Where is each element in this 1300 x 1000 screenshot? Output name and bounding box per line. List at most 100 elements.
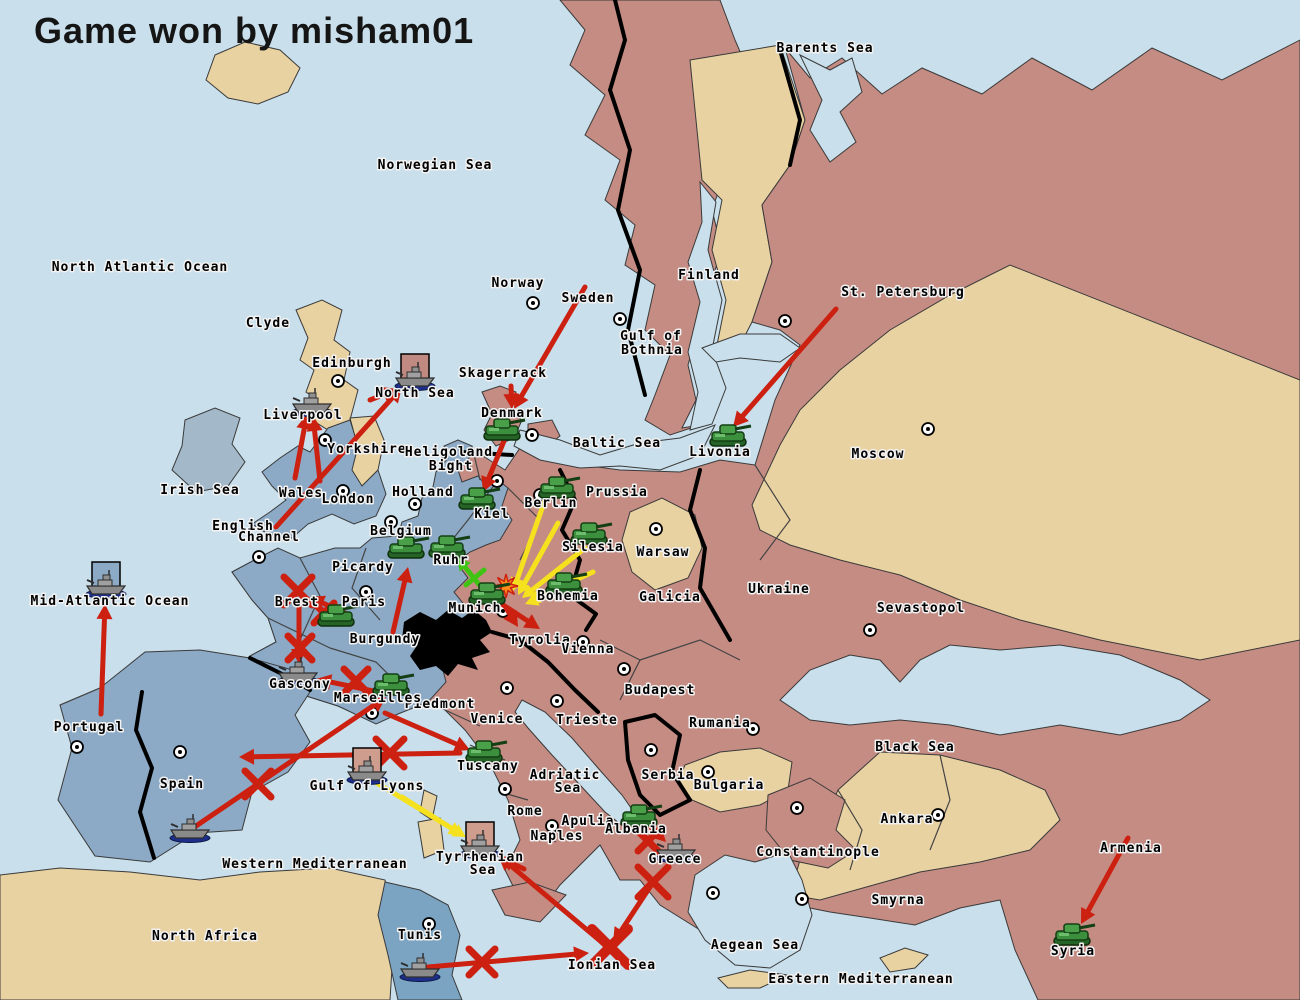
move-arrow-shaft bbox=[367, 391, 387, 403]
supply-center-dot bbox=[336, 484, 350, 498]
territory-label: Trieste bbox=[556, 713, 618, 728]
territory-label: Greece bbox=[649, 852, 702, 867]
territory-label: Constantinople bbox=[756, 845, 880, 860]
move-arrow-shaft bbox=[519, 284, 588, 399]
supply-center-core bbox=[800, 897, 804, 901]
move-arrow bbox=[292, 414, 313, 481]
territory-label: Barents Sea bbox=[776, 41, 873, 56]
supply-center-dot bbox=[644, 743, 658, 757]
x-stroke bbox=[634, 863, 672, 901]
supply-center-core bbox=[341, 489, 345, 493]
move-arrow-shaft bbox=[425, 951, 577, 970]
move-arrow-shaft bbox=[1085, 835, 1131, 914]
territory-label: Heligoland bbox=[405, 445, 493, 460]
border-serbia bbox=[623, 713, 692, 817]
boxed-fleet-unit[interactable] bbox=[394, 353, 436, 392]
territory-label: Naples bbox=[531, 829, 584, 844]
boxed-fleet-unit[interactable] bbox=[346, 747, 388, 786]
move-arrow-head bbox=[396, 567, 413, 584]
sea-black-sea bbox=[779, 644, 1211, 736]
territory-label: English bbox=[212, 519, 274, 534]
supply-center-dot bbox=[331, 374, 345, 388]
supply-center-core bbox=[413, 502, 417, 506]
border-austria-south bbox=[490, 630, 600, 714]
supply-center-dot bbox=[408, 497, 422, 511]
territory-label: Finland bbox=[678, 268, 740, 283]
move-arrow bbox=[306, 416, 323, 484]
supply-center-core bbox=[711, 891, 715, 895]
supply-center-dot bbox=[746, 722, 760, 736]
x-stroke bbox=[465, 945, 499, 979]
supply-center-core bbox=[706, 770, 710, 774]
supply-center-dot bbox=[526, 296, 540, 310]
island-crete bbox=[717, 969, 790, 989]
move-arrow-head bbox=[503, 393, 520, 409]
sea-adriatic bbox=[514, 699, 639, 831]
territory-label: Yorkshire bbox=[327, 442, 406, 457]
supply-center-core bbox=[495, 479, 499, 483]
move-arrow-head bbox=[523, 614, 540, 629]
territory-north-africa bbox=[0, 867, 396, 1000]
unit-layer bbox=[85, 353, 1097, 983]
territory-label: Edinburgh bbox=[312, 356, 391, 371]
supply-center-dot bbox=[921, 422, 935, 436]
move-arrow bbox=[1081, 835, 1131, 924]
supply-center-core bbox=[926, 427, 930, 431]
convoy-arrow-head bbox=[457, 557, 471, 572]
support-arrow-head bbox=[447, 822, 462, 835]
supply-center-dot bbox=[173, 745, 187, 759]
supply-center-core bbox=[364, 590, 368, 594]
move-arrow bbox=[382, 710, 470, 752]
support-arrow bbox=[399, 794, 462, 835]
move-arrow-head bbox=[381, 387, 398, 402]
territory-label: Tunis bbox=[398, 928, 442, 943]
supply-center-core bbox=[75, 745, 79, 749]
supply-center-dot bbox=[706, 886, 720, 900]
move-arrow-head bbox=[96, 604, 113, 620]
supply-center-core bbox=[389, 520, 393, 524]
territory-label: Rumania bbox=[689, 716, 751, 731]
move-arrow bbox=[503, 383, 520, 409]
supply-center-core bbox=[370, 711, 374, 715]
move-arrow bbox=[499, 856, 527, 872]
territory-label: North Sea bbox=[375, 386, 454, 401]
boxed-fleet-unit[interactable] bbox=[85, 561, 127, 600]
supply-center-dot bbox=[576, 635, 590, 649]
supply-center-core bbox=[618, 317, 622, 321]
supply-center-core bbox=[530, 433, 534, 437]
move-arrow-head bbox=[453, 736, 470, 752]
move-arrow-head bbox=[386, 387, 402, 404]
supply-center-core bbox=[868, 628, 872, 632]
territory-ireland bbox=[171, 407, 246, 493]
move-arrow-head bbox=[481, 475, 497, 492]
move-arrow bbox=[96, 604, 113, 717]
supply-center-core bbox=[257, 555, 261, 559]
territory-label: Silesia bbox=[562, 540, 624, 555]
territory-label: Budapest bbox=[625, 683, 696, 698]
territory-label: Bight bbox=[429, 459, 473, 474]
supply-center-dot bbox=[778, 314, 792, 328]
territory-label: Albania bbox=[605, 822, 667, 837]
territory-label: Skagerrack bbox=[459, 366, 547, 381]
move-arrow-shaft bbox=[510, 860, 527, 872]
border-turkey-internal bbox=[837, 754, 951, 871]
territory-label: Rome bbox=[507, 804, 542, 819]
border-spain-portugal bbox=[134, 690, 156, 860]
border-iberia-coast bbox=[59, 687, 101, 706]
move-arrow bbox=[503, 605, 518, 627]
supply-center-core bbox=[550, 824, 554, 828]
move-arrow-shaft bbox=[292, 426, 307, 481]
supply-center-core bbox=[783, 319, 787, 323]
territory-label: Gulf of bbox=[620, 329, 682, 344]
boxed-fleet-unit[interactable] bbox=[459, 821, 501, 860]
territory-label: Armenia bbox=[1100, 841, 1162, 856]
support-arrow-head bbox=[525, 592, 540, 606]
territory-label: Black Sea bbox=[875, 740, 954, 755]
supply-center-core bbox=[336, 379, 340, 383]
territory-label: St. Petersburg bbox=[841, 285, 965, 300]
move-arrow bbox=[733, 306, 839, 427]
supply-center-dot bbox=[790, 801, 804, 815]
territory-label: North Atlantic Ocean bbox=[52, 260, 229, 275]
supply-center-dot bbox=[318, 433, 332, 447]
